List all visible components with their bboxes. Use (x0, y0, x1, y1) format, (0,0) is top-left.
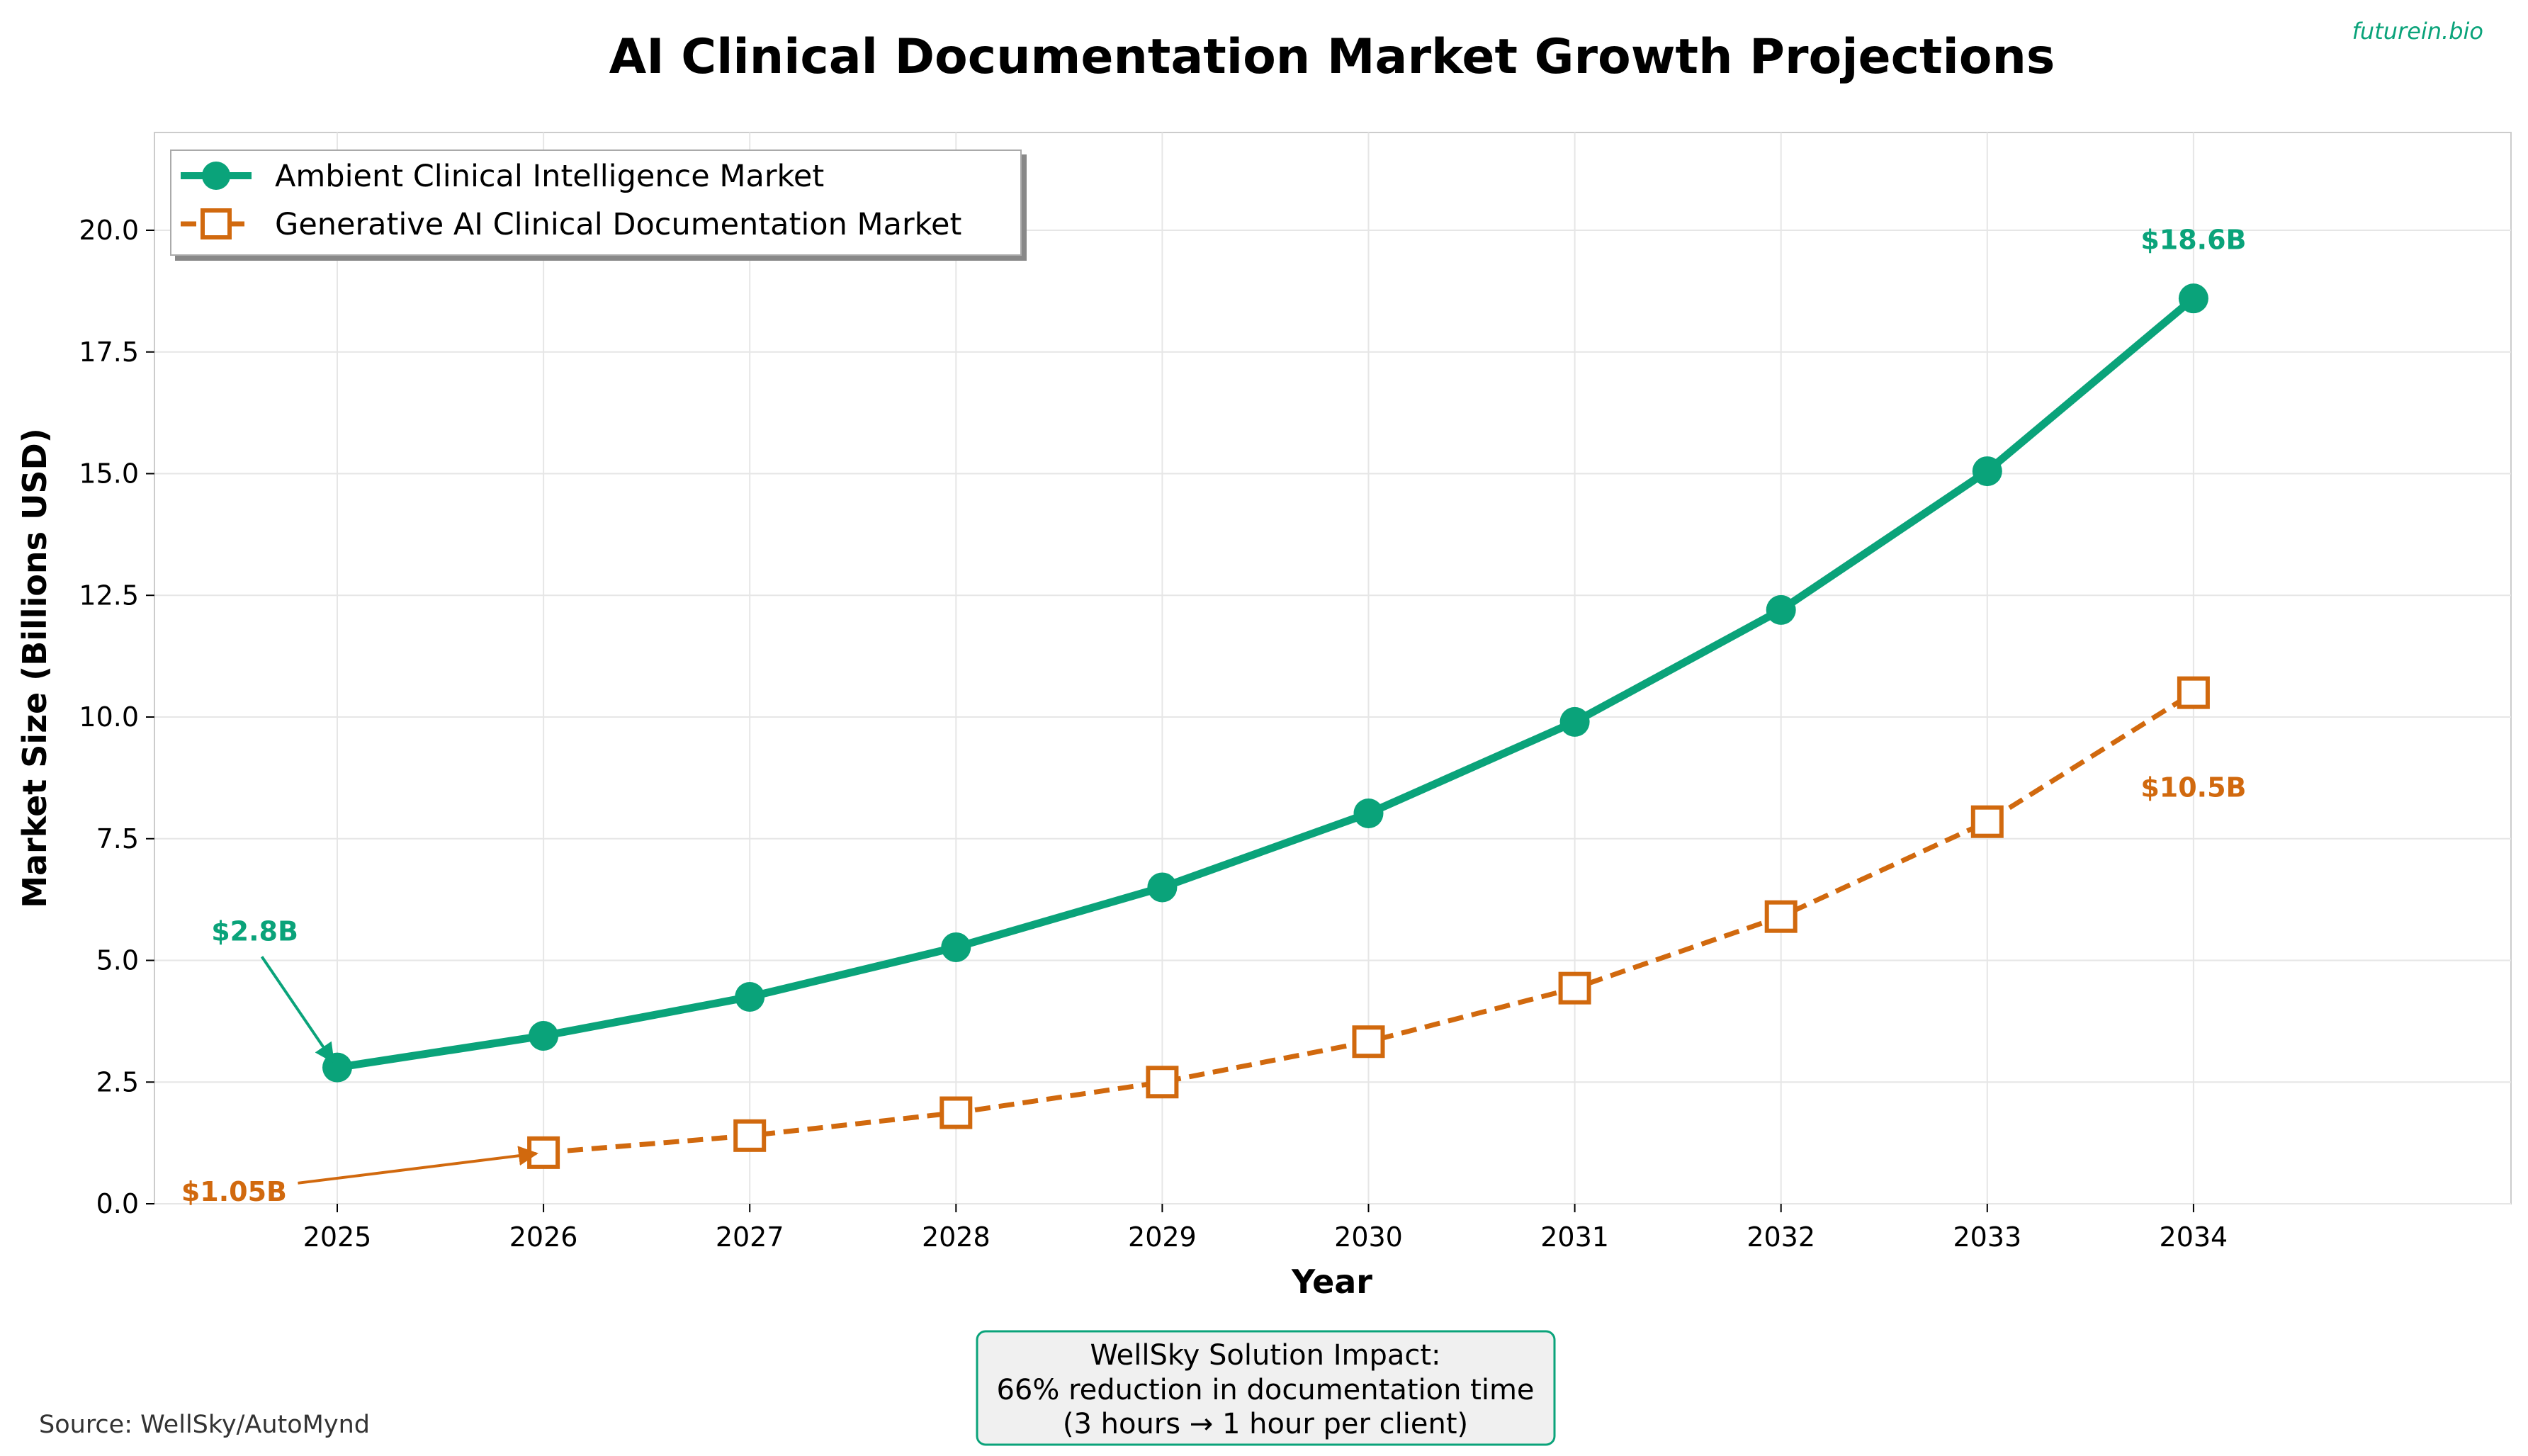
annotation-arrow-1 (298, 1146, 538, 1185)
data-point-generative (1146, 1066, 1179, 1099)
y-tick-label: 12.5 (79, 580, 139, 611)
legend-label-ambient: Ambient Clinical Intelligence Market (275, 159, 824, 194)
y-axis-label: Market Size (Billions USD) (16, 428, 54, 908)
y-tick-label: 7.5 (96, 823, 139, 854)
y-tick-label: 10.0 (79, 701, 139, 733)
series-layer (322, 283, 2210, 1169)
impact-line-1: WellSky Solution Impact: (1090, 1339, 1440, 1372)
x-tick-label: 2032 (1747, 1221, 1815, 1253)
x-tick-label: 2034 (2160, 1221, 2228, 1253)
y-tick-label: 2.5 (96, 1066, 139, 1097)
data-point-generative (939, 1096, 973, 1129)
source-note: Source: WellSky/AutoMynd (39, 1411, 370, 1439)
y-tick-label: 5.0 (96, 945, 139, 976)
x-tick-label: 2028 (922, 1221, 991, 1253)
data-point-ambient (1353, 798, 1384, 829)
annotation-arrow-0 (260, 956, 335, 1063)
legend-marker-ambient (202, 162, 230, 190)
data-point-generative (733, 1119, 767, 1152)
impact-box-frame (976, 1330, 1556, 1446)
data-point-ambient (1147, 872, 1178, 903)
data-point-generative (1764, 900, 1798, 933)
y-tick-label: 0.0 (96, 1188, 139, 1219)
x-tick-label: 2030 (1334, 1221, 1403, 1253)
chart-title: AI Clinical Documentation Market Growth … (609, 29, 2055, 85)
x-axis-ticks: 2025 2026 2027 2028 2029 2030 2031 2032 2033 2034 (303, 1204, 2228, 1253)
y-axis-ticks: 0.0 2.5 5.0 7.5 10.0 12.5 15.0 17.5 20.0 (79, 215, 154, 1219)
data-point-generative (1970, 805, 2004, 838)
legend-marker-generative (201, 208, 232, 239)
data-point-generative (2177, 676, 2210, 709)
y-tick-label: 20.0 (79, 215, 139, 246)
x-tick-label: 2025 (303, 1221, 372, 1253)
y-tick-label: 17.5 (79, 337, 139, 368)
x-axis-label: Year (1291, 1263, 1372, 1301)
watermark: futurein.bio (2352, 18, 2483, 45)
x-tick-label: 2033 (1953, 1221, 2021, 1253)
impact-box: WellSky Solution Impact: 66% reduction i… (976, 1330, 1556, 1446)
impact-line-2: 66% reduction in documentation time (996, 1374, 1534, 1406)
series-line-0 (333, 294, 2198, 1072)
data-point-ambient (529, 1020, 559, 1051)
annotation-label-0: $2.8B (211, 915, 298, 947)
data-point-generative (1352, 1025, 1385, 1059)
x-tick-label: 2029 (1128, 1221, 1197, 1253)
data-point-generative (1558, 971, 1591, 1005)
annotation-label-2: $18.6B (2140, 225, 2246, 256)
annotation-label-1: $1.05B (181, 1176, 287, 1207)
annotation-label-3: $10.5B (2140, 772, 2246, 803)
x-tick-label: 2027 (716, 1221, 784, 1253)
legend: Ambient Clinical Intelligence Market Gen… (170, 149, 1022, 256)
data-point-ambient (2178, 283, 2208, 314)
data-point-ambient (322, 1052, 352, 1083)
impact-line-3: (3 hours → 1 hour per client) (1063, 1408, 1468, 1440)
legend-label-generative: Generative AI Clinical Documentation Mar… (275, 207, 961, 242)
data-point-ambient (735, 982, 765, 1012)
annotation-layer: $2.8B $1.05B $18.6B $10.5B (181, 225, 2247, 1207)
x-tick-label: 2031 (1540, 1221, 1609, 1253)
data-point-ambient (1972, 456, 2002, 487)
data-point-ambient (1766, 594, 1796, 625)
data-point-ambient (941, 932, 971, 962)
legend-box (170, 149, 1022, 256)
x-tick-label: 2026 (509, 1221, 578, 1253)
y-tick-label: 15.0 (79, 458, 139, 490)
data-point-ambient (1559, 706, 1590, 737)
